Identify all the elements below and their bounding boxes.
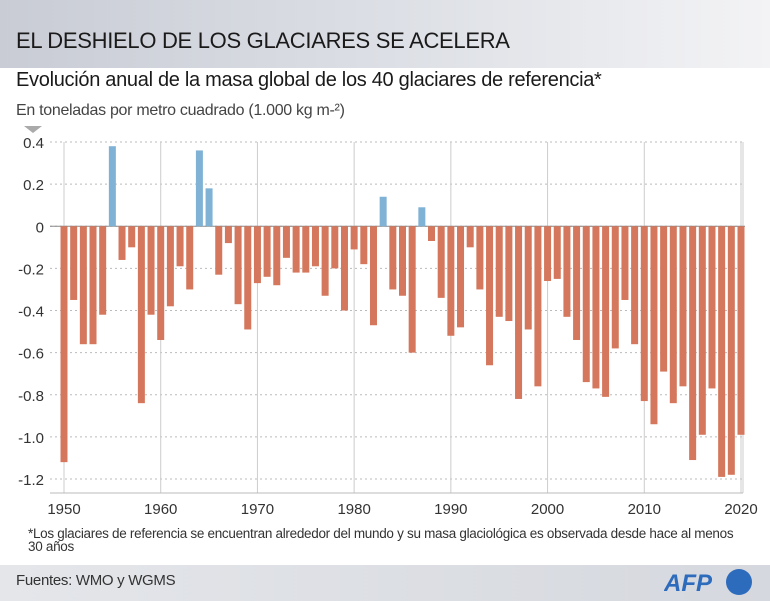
- bar-1952: [79, 226, 87, 345]
- x-tick-label: 2020: [724, 501, 757, 518]
- bar-1972: [273, 226, 281, 286]
- bar-2004: [582, 226, 590, 383]
- chart-subtitle: Evolución anual de la masa global de los…: [16, 69, 602, 91]
- header-band: [0, 0, 770, 68]
- bar-2015: [689, 226, 697, 461]
- bar-1977: [321, 226, 329, 296]
- bar-1986: [408, 226, 416, 353]
- bar-1997: [515, 226, 523, 399]
- bar-1956: [118, 226, 126, 260]
- bar-2014: [679, 226, 687, 387]
- bar-1982: [369, 226, 377, 326]
- bar-1971: [263, 226, 271, 277]
- bar-1990: [447, 226, 455, 336]
- units-marker-icon: [24, 126, 42, 133]
- bar-1970: [253, 226, 261, 284]
- y-axis-units: En toneladas por metro cuadrado (1.000 k…: [16, 102, 345, 119]
- bar-1958: [137, 226, 145, 404]
- bar-1998: [524, 226, 532, 330]
- bar-2013: [669, 226, 677, 404]
- bar-1979: [340, 226, 348, 311]
- bar-1960: [157, 226, 165, 340]
- chart-title: EL DESHIELO DE LOS GLACIARES SE ACELERA: [16, 28, 510, 53]
- bar-1955: [108, 146, 116, 227]
- x-tick-label: 1990: [434, 501, 467, 518]
- y-tick-label: -0.4: [18, 304, 44, 321]
- bar-1987: [418, 207, 426, 227]
- bar-1966: [215, 226, 223, 275]
- bar-1973: [282, 226, 290, 258]
- bar-2008: [621, 226, 629, 300]
- bar-2019: [727, 226, 735, 475]
- bar-1967: [224, 226, 232, 244]
- x-tick-label: 1950: [47, 501, 80, 518]
- bar-1983: [379, 196, 387, 227]
- y-tick-label: 0.2: [23, 177, 44, 194]
- bar-1965: [205, 188, 213, 227]
- bar-2006: [602, 226, 610, 397]
- bar-1968: [234, 226, 242, 305]
- bar-1988: [428, 226, 436, 241]
- bar-1989: [437, 226, 445, 298]
- bar-1978: [331, 226, 339, 269]
- y-tick-label: -0.8: [18, 388, 44, 405]
- svg-text:AFP: AFP: [664, 570, 713, 597]
- bar-1993: [476, 226, 484, 290]
- bar-1981: [360, 226, 368, 265]
- bar-1994: [486, 226, 494, 366]
- bar-2017: [708, 226, 716, 389]
- footer-band: [0, 565, 770, 601]
- bar-1950: [60, 226, 68, 463]
- y-tick-label: -1.0: [18, 430, 44, 447]
- bar-2002: [563, 226, 571, 317]
- bar-2016: [698, 226, 706, 435]
- bar-2011: [650, 226, 658, 425]
- bar-1999: [534, 226, 542, 387]
- bar-2018: [718, 226, 726, 477]
- bar-1969: [244, 226, 252, 330]
- footnote: *Los glaciares de referencia se encuentr…: [28, 526, 734, 554]
- source-text: Fuentes: WMO y WGMS: [16, 572, 176, 589]
- bar-1954: [99, 226, 107, 315]
- bar-1963: [186, 226, 194, 290]
- y-tick-label: -0.6: [18, 346, 44, 363]
- bar-2009: [631, 226, 639, 345]
- y-tick-label: -1.2: [18, 472, 44, 489]
- bar-2003: [573, 226, 581, 340]
- bar-2001: [553, 226, 561, 279]
- bar-1975: [302, 226, 310, 273]
- bar-1953: [89, 226, 97, 345]
- bar-2010: [640, 226, 648, 402]
- bar-1964: [195, 150, 203, 227]
- bar-2012: [660, 226, 668, 372]
- bar-1974: [292, 226, 300, 273]
- x-tick-label: 2000: [531, 501, 564, 518]
- bar-1951: [70, 226, 78, 300]
- x-tick-label: 1980: [337, 501, 370, 518]
- bar-1992: [466, 226, 474, 248]
- bar-1980: [350, 226, 358, 250]
- bar-1959: [147, 226, 155, 315]
- bar-1985: [399, 226, 406, 296]
- y-tick-label: -0.2: [18, 261, 44, 278]
- bar-2007: [611, 226, 619, 349]
- y-tick-label: 0.4: [23, 135, 44, 152]
- bar-1957: [128, 226, 136, 248]
- bar-1995: [495, 226, 503, 317]
- bar-1996: [505, 226, 513, 322]
- x-tick-label: 2010: [628, 501, 661, 518]
- bar-1976: [311, 226, 319, 267]
- afp-logo: AFP: [664, 569, 752, 597]
- x-tick-label: 1960: [144, 501, 177, 518]
- bar-2000: [544, 226, 552, 282]
- bar-2005: [592, 226, 600, 389]
- bar-1962: [176, 226, 184, 267]
- x-tick-label: 1970: [241, 501, 274, 518]
- y-tick-label: 0: [36, 219, 44, 236]
- bar-1984: [389, 226, 397, 290]
- bar-1961: [166, 226, 174, 307]
- bar-2020: [737, 226, 745, 435]
- bar-1991: [457, 226, 465, 328]
